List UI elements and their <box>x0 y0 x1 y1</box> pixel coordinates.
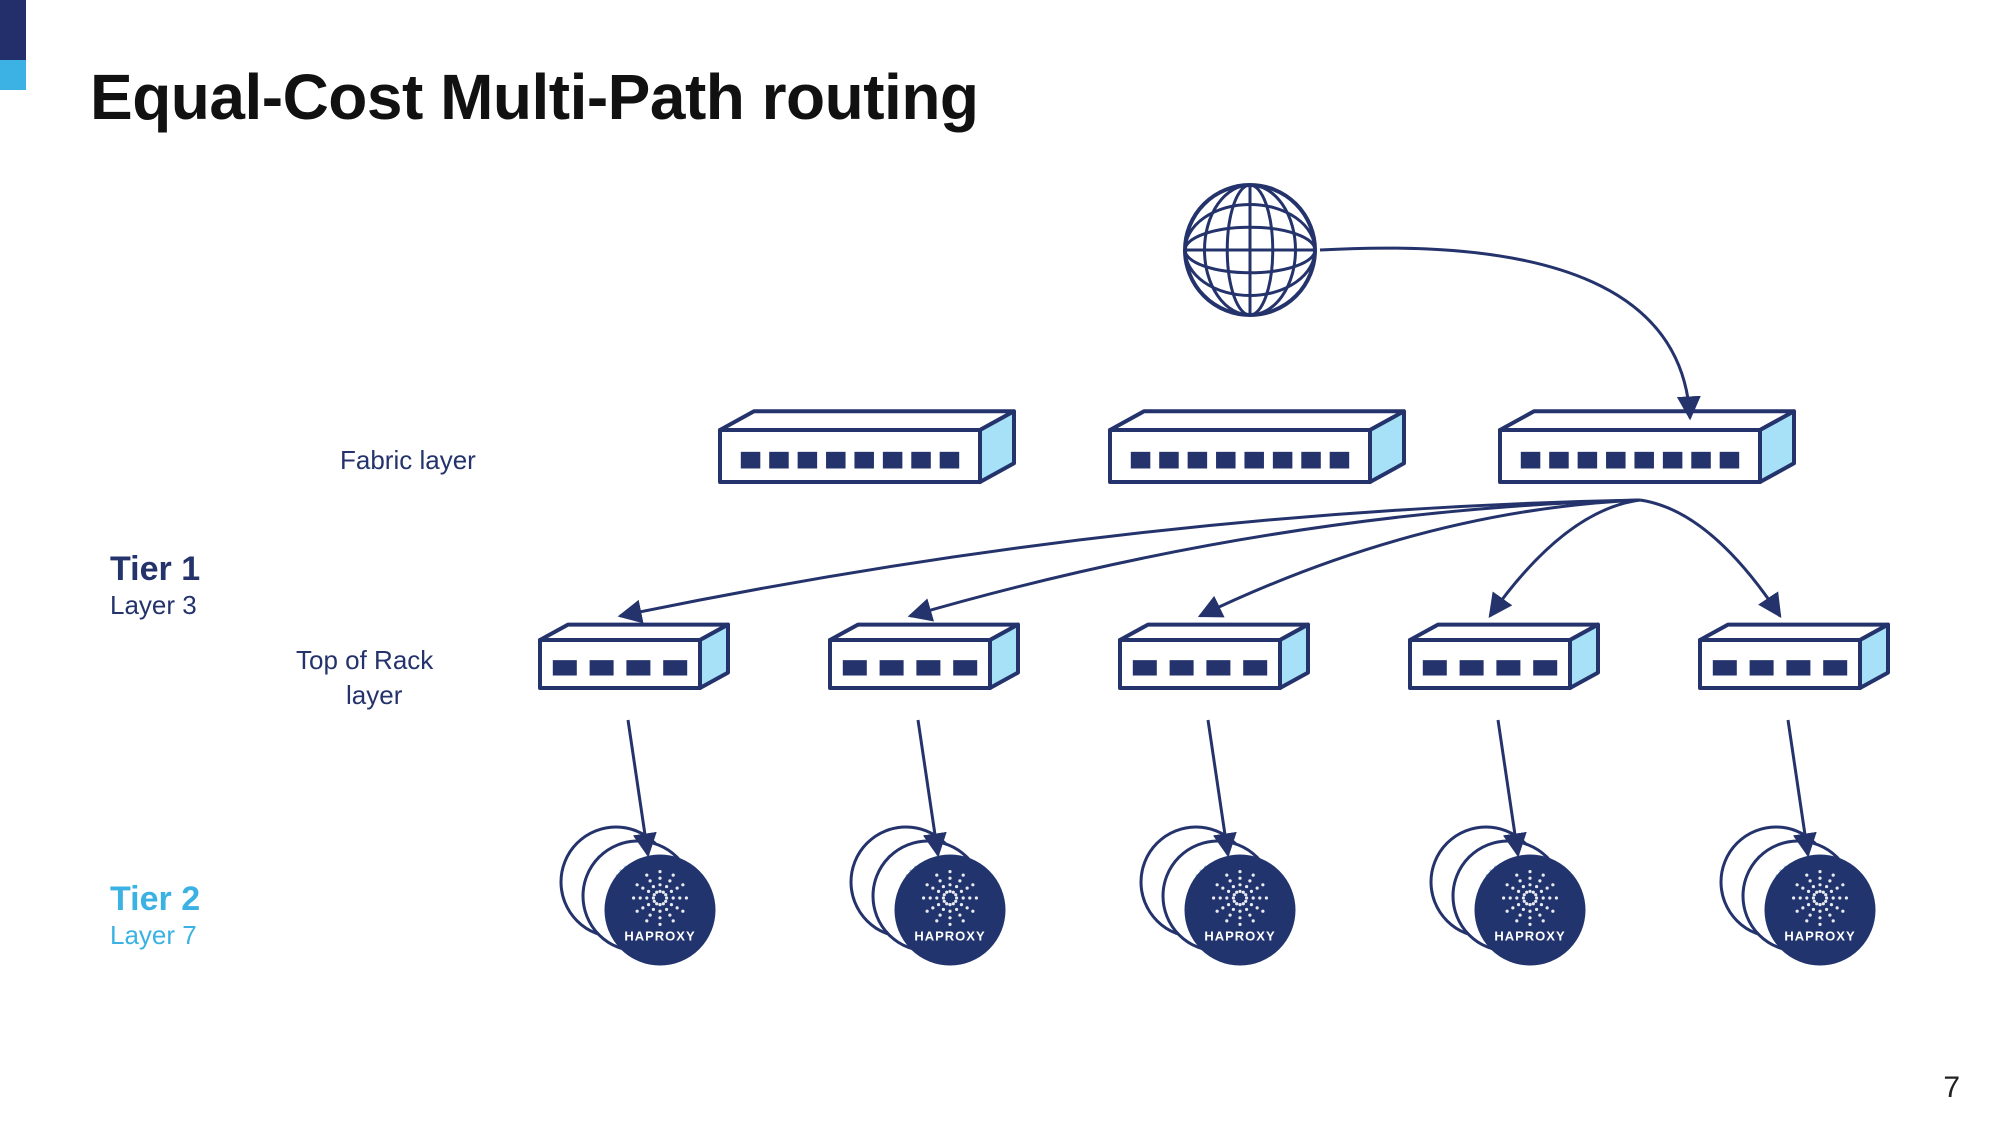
diagram-svg: HAPROXY HAPROXY HAPROXY HAPROXY HAPROXY <box>0 0 2000 1125</box>
svg-text:HAPROXY: HAPROXY <box>914 928 985 943</box>
svg-text:HAPROXY: HAPROXY <box>1204 928 1275 943</box>
tor-switch-5 <box>1700 625 1888 688</box>
arrow-fabric-to-tor-4 <box>1490 500 1640 616</box>
haproxy-group-1: HAPROXY <box>561 827 715 965</box>
globe-icon <box>1185 185 1315 315</box>
haproxy-group-2: HAPROXY <box>851 827 1005 965</box>
svg-text:HAPROXY: HAPROXY <box>624 928 695 943</box>
svg-text:HAPROXY: HAPROXY <box>1784 928 1855 943</box>
tor-switch-1 <box>540 625 728 688</box>
haproxy-group-4: HAPROXY <box>1431 827 1585 965</box>
fabric-switch-2 <box>1110 411 1404 482</box>
tor-switch-4 <box>1410 625 1598 688</box>
fabric-switch-1 <box>720 411 1014 482</box>
tor-switch-3 <box>1120 625 1308 688</box>
slide: Equal-Cost Multi-Path routing Fabric lay… <box>0 0 2000 1125</box>
arrow-globe-to-fabric <box>1320 248 1690 418</box>
arrow-fabric-to-tor-5 <box>1640 500 1780 616</box>
arrow-fabric-to-tor-2 <box>910 500 1640 616</box>
tor-switch-2 <box>830 625 1018 688</box>
page-number: 7 <box>1943 1071 1960 1105</box>
svg-text:HAPROXY: HAPROXY <box>1494 928 1565 943</box>
haproxy-group-5: HAPROXY <box>1721 827 1875 965</box>
fabric-switch-3 <box>1500 411 1794 482</box>
arrow-fabric-to-tor-3 <box>1200 500 1640 616</box>
haproxy-group-3: HAPROXY <box>1141 827 1295 965</box>
